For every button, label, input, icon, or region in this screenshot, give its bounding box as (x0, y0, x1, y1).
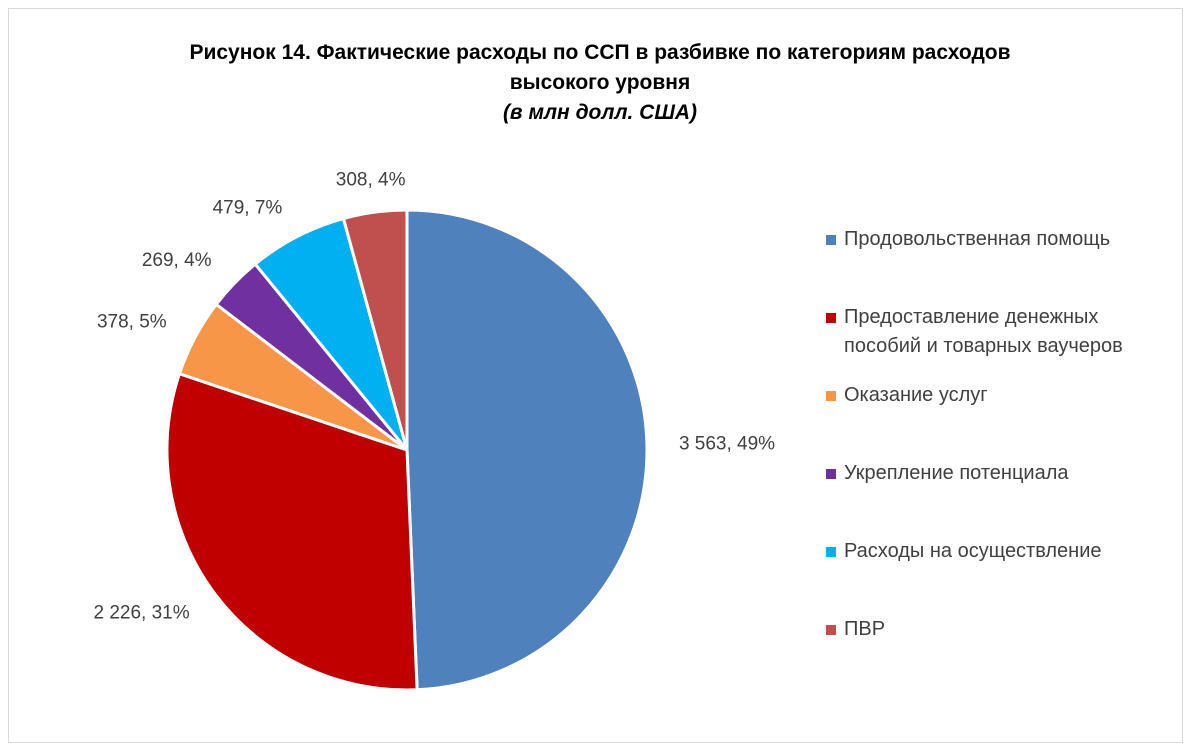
legend-swatch (826, 391, 836, 401)
legend-label: ПВР (844, 618, 886, 640)
data-label: 378, 5% (97, 312, 167, 333)
pie-slice (405, 208, 649, 692)
data-label: 479, 7% (213, 197, 283, 218)
legend-swatch (826, 313, 836, 323)
chart-title: Рисунок 14. Фактические расходы по ССП в… (189, 41, 1011, 94)
legend-item: ПВР (826, 615, 1166, 644)
data-label: 2 226, 31% (93, 602, 189, 623)
pie-slice (165, 371, 419, 692)
legend-item: Расходы на осуществление (826, 537, 1166, 566)
data-label: 3 563, 49% (679, 433, 775, 454)
data-label: 308, 4% (336, 169, 406, 190)
legend-item: Предоставление денежных пособий и товарн… (826, 303, 1166, 361)
chart-frame (8, 8, 1183, 743)
legend-item: Оказание услуг (826, 381, 1166, 410)
legend-swatch (826, 235, 836, 245)
legend-label: Предоставление денежных пособий и товарн… (844, 306, 1123, 357)
legend-label: Оказание услуг (844, 384, 988, 406)
legend-item: Продовольственная помощь (826, 225, 1166, 254)
legend-swatch (826, 625, 836, 635)
legend-label: Расходы на осуществление (844, 540, 1102, 562)
legend-item: Укрепление потенциала (826, 459, 1166, 488)
pie-slice (341, 208, 409, 451)
chart-subtitle: (в млн долл. США) (502, 101, 698, 124)
legend-swatch (826, 547, 836, 557)
legend-label: Укрепление потенциала (844, 462, 1069, 484)
legend-swatch (826, 469, 836, 479)
data-label: 269, 4% (142, 250, 212, 271)
legend-label: Продовольственная помощь (844, 228, 1111, 250)
